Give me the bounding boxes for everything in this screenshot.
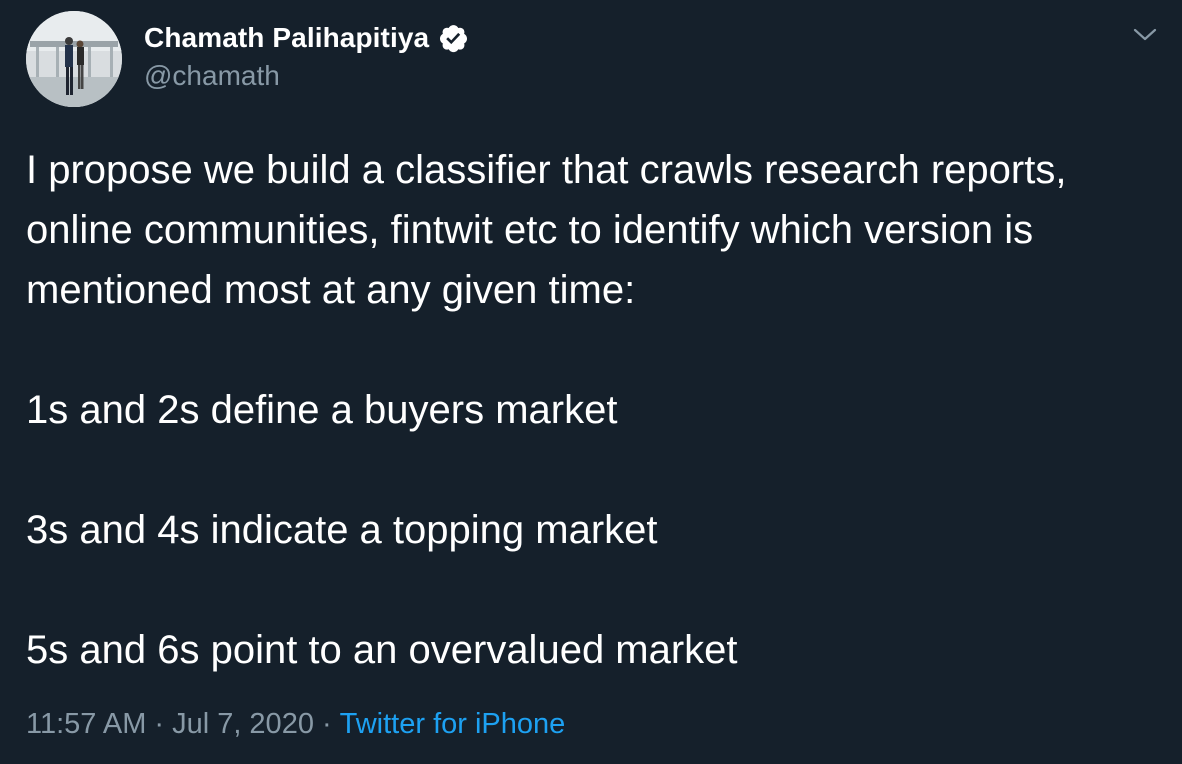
- paragraph-gap: [26, 560, 1156, 620]
- paragraph-gap: [26, 320, 1156, 380]
- tweet-paragraph: 5s and 6s point to an overvalued market: [26, 628, 738, 672]
- avatar[interactable]: [26, 11, 122, 107]
- tweet-source-link[interactable]: Twitter for iPhone: [339, 708, 566, 740]
- meta-separator: ·: [154, 708, 165, 740]
- tweet-time[interactable]: 11:57 AM: [26, 708, 147, 740]
- paragraph-gap: [26, 440, 1156, 500]
- tweet-paragraph: 1s and 2s define a buyers market: [26, 388, 618, 432]
- handle[interactable]: @chamath: [144, 60, 280, 91]
- meta-separator: ·: [321, 708, 332, 740]
- tweet-meta: 11:57 AM · Jul 7, 2020 · Twitter for iPhone: [26, 708, 565, 741]
- tweet-paragraph: 3s and 4s indicate a topping market: [26, 508, 658, 552]
- tweet-paragraph: I propose we build a classifier that cra…: [26, 148, 1067, 312]
- display-name[interactable]: Chamath Palihapitiya: [144, 22, 430, 53]
- author-block: Chamath Palihapitiya @chamath: [144, 18, 469, 92]
- tweet-text: I propose we build a classifier that cra…: [26, 140, 1156, 680]
- chevron-down-icon[interactable]: [1130, 22, 1160, 46]
- tweet-date[interactable]: Jul 7, 2020: [172, 708, 314, 740]
- name-row: Chamath Palihapitiya: [144, 18, 469, 58]
- verified-badge-icon: [437, 22, 469, 54]
- profile-photo: [26, 11, 122, 107]
